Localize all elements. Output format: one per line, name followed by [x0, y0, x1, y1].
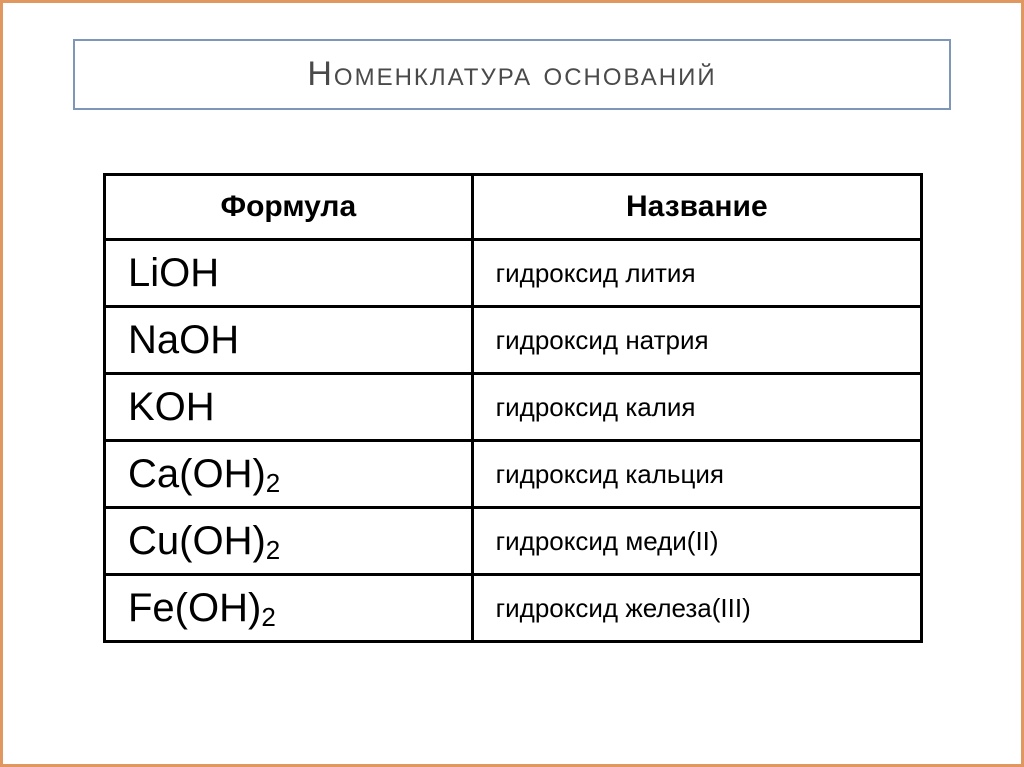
- nomenclature-table: Формула Название LiOH гидроксид лития Na…: [103, 173, 923, 643]
- slide-frame: Номенклатура оснований Формула Название …: [0, 0, 1024, 767]
- table-row: KOH гидроксид калия: [105, 374, 922, 441]
- cell-formula: LiOH: [105, 240, 473, 307]
- cell-name: гидроксид калия: [472, 374, 921, 441]
- table-row: Fe(OH)2 гидроксид железа(III): [105, 575, 922, 642]
- table-header-row: Формула Название: [105, 175, 922, 240]
- table-body: LiOH гидроксид лития NaOH гидроксид натр…: [105, 240, 922, 642]
- cell-formula: KOH: [105, 374, 473, 441]
- cell-formula: Ca(OH)2: [105, 441, 473, 508]
- header-name: Название: [472, 175, 921, 240]
- table-row: NaOH гидроксид натрия: [105, 307, 922, 374]
- cell-formula: Cu(OH)2: [105, 508, 473, 575]
- header-formula: Формула: [105, 175, 473, 240]
- table-row: Cu(OH)2 гидроксид меди(II): [105, 508, 922, 575]
- cell-formula: NaOH: [105, 307, 473, 374]
- cell-name: гидроксид кальция: [472, 441, 921, 508]
- table-row: Ca(OH)2 гидроксид кальция: [105, 441, 922, 508]
- slide-title: Номенклатура оснований: [307, 55, 716, 93]
- title-box: Номенклатура оснований: [73, 39, 951, 110]
- cell-formula: Fe(OH)2: [105, 575, 473, 642]
- cell-name: гидроксид меди(II): [472, 508, 921, 575]
- cell-name: гидроксид натрия: [472, 307, 921, 374]
- cell-name: гидроксид железа(III): [472, 575, 921, 642]
- table-row: LiOH гидроксид лития: [105, 240, 922, 307]
- cell-name: гидроксид лития: [472, 240, 921, 307]
